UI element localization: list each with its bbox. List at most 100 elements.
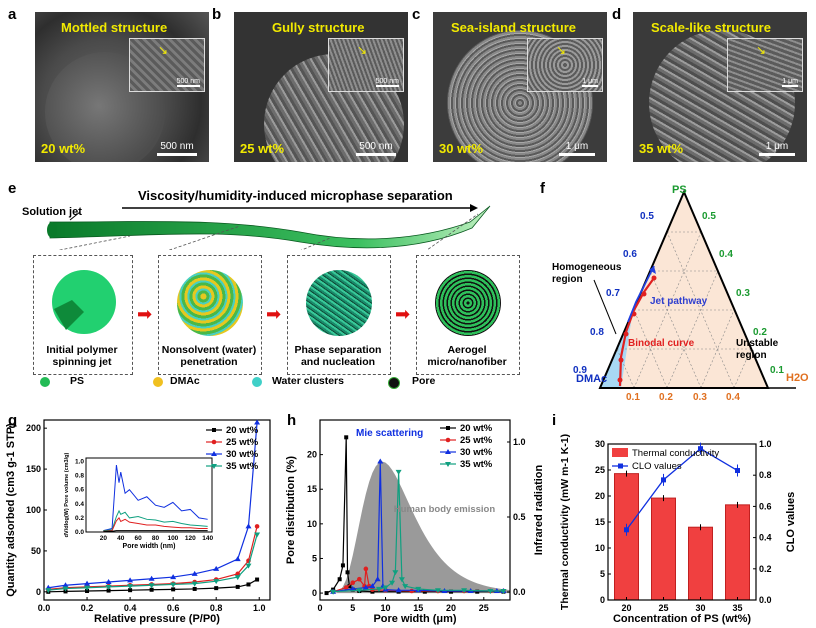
legend-label: DMAc xyxy=(170,375,200,387)
series-line xyxy=(48,526,258,590)
chart-i: 20 25 30 35 0 5 10 15 20 25 30 0.0 0.2 0.4 0.6 0.8 1.0 Co… xyxy=(559,434,797,625)
arrow-icon: ↘ xyxy=(756,43,767,57)
data-point xyxy=(350,580,356,585)
x-tick-label: 0.0 xyxy=(38,603,51,613)
x-tick-label: 25 xyxy=(658,603,668,613)
y-axis-label: Thermal conductivity (mW m-1 K-1) xyxy=(559,434,571,610)
data-point xyxy=(234,556,241,562)
data-point xyxy=(191,570,198,576)
sem-image: Gully structure ↘ 500 nm 25 wt% 500 nm xyxy=(234,12,408,162)
legend-marker xyxy=(212,428,216,432)
legend-label: Water clusters xyxy=(272,375,344,387)
legend-label: PS xyxy=(70,375,85,387)
inset-scale: 500 nm xyxy=(375,78,399,87)
legend-label: 25 wt% xyxy=(226,437,259,448)
y-tick-label: 20 xyxy=(307,450,317,460)
scale-bar: 500 nm xyxy=(356,141,396,156)
data-point xyxy=(191,581,198,587)
stage-aerogel xyxy=(416,255,520,375)
x-tick-label: 20 xyxy=(446,603,456,613)
fiber-cross-section xyxy=(52,270,116,334)
data-point xyxy=(84,585,91,591)
data-point xyxy=(62,586,69,592)
y2-tick-label: 0.0 xyxy=(759,595,772,605)
x-tick-label: 35 xyxy=(732,603,742,613)
inset-scale: 1 μm xyxy=(582,78,598,87)
tick-right: 0.5 xyxy=(702,211,716,222)
binodal-label: Binodal curve xyxy=(628,338,695,349)
legend-label: 25 wt% xyxy=(460,435,493,446)
legend-label: 20 wt% xyxy=(460,423,493,434)
legend-marker xyxy=(445,437,451,443)
inset-y-tick-label: 0.4 xyxy=(75,501,84,508)
x-tick-label: 0.8 xyxy=(210,603,223,613)
y2-tick-label: 0.2 xyxy=(759,564,772,574)
vertex-right: H2O xyxy=(786,372,809,384)
y2-tick-label: 0.0 xyxy=(513,587,526,597)
x-tick-label: 0 xyxy=(317,603,322,613)
data-point xyxy=(375,586,382,592)
concentration-label: 20 wt% xyxy=(41,141,86,156)
bar xyxy=(725,504,750,601)
jet-pathway xyxy=(627,265,655,323)
clo-line xyxy=(625,447,738,531)
stage-label: Nonsolvent (water) penetration xyxy=(161,344,257,368)
data-point xyxy=(434,588,441,594)
y-tick-label: 0 xyxy=(312,588,317,598)
step-arrow-icon: ➡ xyxy=(266,304,282,324)
data-point xyxy=(337,577,342,582)
data-point xyxy=(45,588,52,594)
concentration-label: 25 wt% xyxy=(240,141,285,156)
data-point xyxy=(192,586,197,591)
arrow-icon: ↘ xyxy=(158,43,169,57)
y-tick-label: 5 xyxy=(312,553,317,563)
data-point xyxy=(84,580,91,586)
inset-x-tick-label: 20 xyxy=(100,535,108,542)
binodal-points xyxy=(617,275,657,383)
annotation-mie: Mie scattering xyxy=(356,428,423,439)
sem-inset: ↘ 1 μm xyxy=(727,38,803,92)
data-point xyxy=(105,584,112,590)
y-tick-label: 25 xyxy=(595,465,605,475)
tick-left: 0.5 xyxy=(640,211,654,222)
legend-dot-ps xyxy=(40,377,50,387)
sem-image: Scale-like structure ↘ 1 μm 35 wt% 1 μm xyxy=(633,12,807,162)
data-point xyxy=(254,524,260,529)
y2-axis-label: Infrared radiation xyxy=(533,464,545,555)
y2-tick-label: 0.4 xyxy=(759,533,772,543)
data-point xyxy=(356,588,363,594)
annotation-emission: Human body emission xyxy=(394,504,496,515)
y-tick-label: 15 xyxy=(307,484,317,494)
inset-y-tick-label: 0.2 xyxy=(75,515,84,522)
vertex-top: PS xyxy=(672,184,687,196)
stage-initial xyxy=(33,255,133,375)
legend-marker xyxy=(445,449,451,454)
panel-letter: e xyxy=(8,180,17,197)
panel-letter: f xyxy=(540,180,545,197)
y-tick-label: 0 xyxy=(600,595,605,605)
data-point xyxy=(324,591,329,596)
data-point xyxy=(395,469,402,475)
chart-h: 0 5 10 15 20 25 0 5 10 15 20 0.0 0.5 1.0 Pore width (μ… xyxy=(285,419,545,625)
x-tick-label: 0.6 xyxy=(167,603,180,613)
data-point xyxy=(330,589,337,595)
x-tick-label: 1.0 xyxy=(253,603,266,613)
inset-y-tick-label: 0.6 xyxy=(75,487,84,494)
sem-image: Sea-island structure ↘ 1 μm 30 wt% 1 μm xyxy=(433,12,607,162)
homogeneous-label: Homogeneous region xyxy=(552,262,622,285)
process-arrow-head xyxy=(470,204,478,212)
scale-bar: 500 nm xyxy=(157,141,197,156)
data-point xyxy=(422,589,427,594)
legend-marker xyxy=(445,462,451,467)
stage-label: Phase separation and nucleation xyxy=(294,344,382,368)
x-tick-label: 0.2 xyxy=(81,603,94,613)
data-point xyxy=(487,589,494,594)
data-point xyxy=(128,588,133,593)
x-tick-label: 10 xyxy=(381,603,391,613)
tick-left: 0.7 xyxy=(606,288,620,299)
x-tick-label: 30 xyxy=(695,603,705,613)
data-point xyxy=(214,586,219,591)
panel-letter: a xyxy=(8,6,17,23)
data-point xyxy=(149,587,154,592)
tick-left: 0.8 xyxy=(590,327,604,338)
